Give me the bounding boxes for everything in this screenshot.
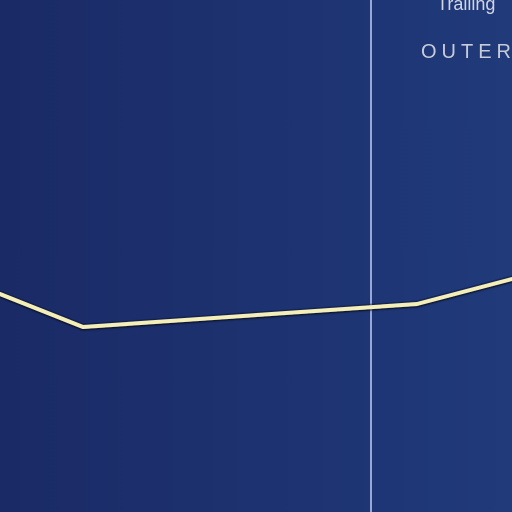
series-layer xyxy=(0,275,512,331)
top-label: Trailing xyxy=(437,0,495,14)
series-line xyxy=(0,277,512,329)
legend-label: OUTER xyxy=(421,41,512,63)
data-point xyxy=(415,302,419,306)
data-point xyxy=(0,292,2,296)
data-point xyxy=(81,325,85,329)
